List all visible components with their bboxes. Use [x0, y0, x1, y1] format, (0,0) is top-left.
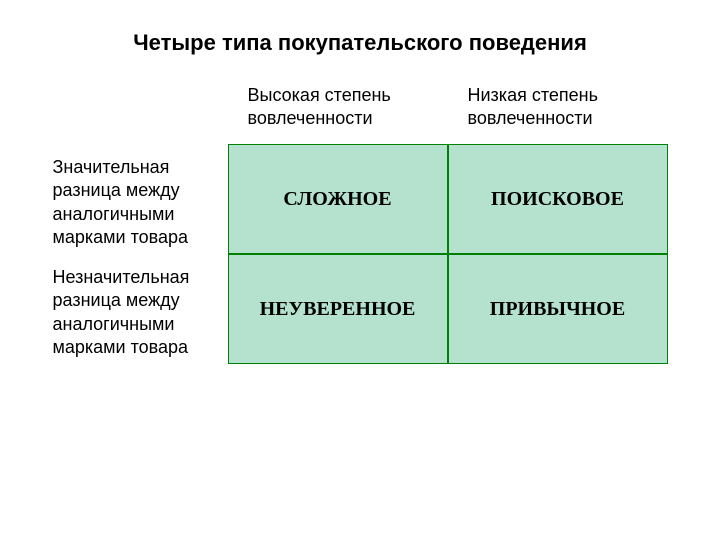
row-header-2: Незначительная разница между аналогичным… — [53, 254, 228, 364]
row-header-2-text: Незначительная разница между аналогичным… — [53, 266, 218, 360]
cell-r2c2: ПРИВЫЧНОЕ — [448, 254, 668, 364]
col-header-2: Низкая степень вовлеченности — [448, 84, 668, 144]
slide-title: Четыре типа покупательского поведения — [30, 30, 690, 56]
row-header-1-text: Значительная разница между аналогичными … — [53, 156, 218, 250]
cell-r2c2-text: ПРИВЫЧНОЕ — [490, 298, 625, 321]
col-header-2-text: Низкая степень вовлеченности — [468, 84, 648, 131]
row-header-1: Значительная разница между аналогичными … — [53, 144, 228, 254]
matrix-grid: Высокая степень вовлеченности Низкая сте… — [53, 84, 668, 364]
cell-r1c2: ПОИСКОВОЕ — [448, 144, 668, 254]
cell-r1c1: СЛОЖНОЕ — [228, 144, 448, 254]
cell-r2c1-text: НЕУВЕРЕННОЕ — [260, 298, 416, 321]
blank-corner — [53, 84, 228, 144]
cell-r1c2-text: ПОИСКОВОЕ — [491, 188, 624, 211]
col-header-1: Высокая степень вовлеченности — [228, 84, 448, 144]
slide-container: Четыре типа покупательского поведения Вы… — [0, 0, 720, 364]
col-header-1-text: Высокая степень вовлеченности — [248, 84, 428, 131]
cell-r1c1-text: СЛОЖНОЕ — [283, 188, 391, 211]
cell-r2c1: НЕУВЕРЕННОЕ — [228, 254, 448, 364]
